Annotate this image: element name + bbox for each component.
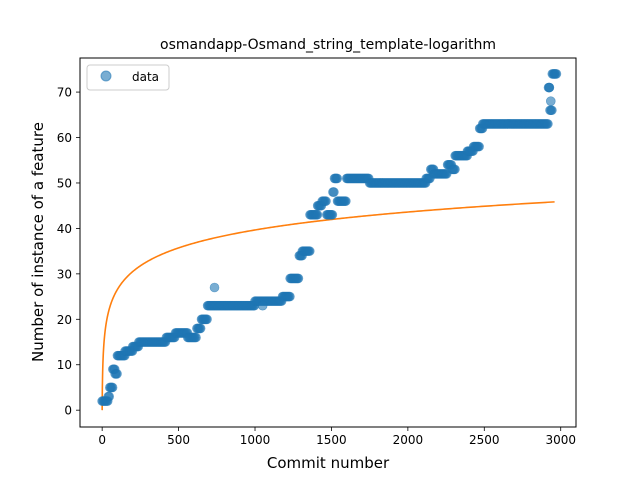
data-point	[304, 246, 315, 256]
x-tick-label: 3000	[545, 433, 576, 447]
x-tick-label: 1000	[240, 433, 271, 447]
y-axis-label: Number of instance of a feature	[29, 122, 47, 362]
legend: data	[86, 64, 170, 91]
chart-title: osmandapp-Osmand_string_template-logarit…	[160, 37, 496, 53]
data-point	[543, 119, 553, 129]
data-point	[293, 273, 304, 284]
data-point	[112, 369, 122, 379]
y-tick-label: 20	[57, 313, 72, 327]
x-tick-label: 2000	[393, 433, 424, 447]
axes-frame	[79, 57, 577, 428]
data-point	[107, 382, 118, 393]
data-point	[547, 105, 557, 116]
y-tick-label: 60	[57, 131, 72, 145]
fit-curve	[101, 201, 555, 411]
data-point	[474, 141, 484, 152]
x-tick-label: 2500	[469, 433, 500, 447]
data-point	[312, 209, 323, 220]
data-point	[544, 82, 555, 93]
x-axis-label: Commit number	[267, 454, 390, 472]
plot-area	[97, 69, 562, 411]
y-tick-label: 40	[57, 222, 72, 236]
y-tick-label: 0	[64, 404, 72, 418]
data-point	[551, 69, 562, 79]
legend-marker-data	[100, 70, 112, 82]
x-tick-label: 0	[98, 433, 106, 447]
data-point	[209, 282, 220, 293]
data-point	[545, 96, 556, 106]
data-point	[285, 291, 295, 302]
scatter-series	[97, 69, 562, 406]
x-tick-label: 500	[167, 433, 190, 447]
y-tick-label: 30	[57, 267, 72, 281]
data-point	[329, 187, 339, 197]
legend-label-data: data	[132, 70, 159, 84]
fit-line-series	[101, 201, 555, 411]
data-point	[257, 300, 268, 311]
data-point	[321, 196, 331, 206]
y-tick-label: 10	[57, 358, 72, 372]
x-tick-label: 1500	[316, 433, 347, 447]
data-point	[341, 196, 351, 206]
x-axis-ticks: 0 500 1000 1500 2000 2500 3000	[98, 427, 576, 447]
data-point	[191, 332, 201, 343]
data-point	[104, 391, 114, 402]
y-axis-ticks: 0 10 20 30 40 50 60 70	[57, 86, 80, 418]
y-tick-label: 50	[57, 176, 72, 190]
data-point	[450, 164, 460, 175]
data-point	[195, 323, 206, 334]
data-point	[202, 314, 212, 325]
data-point	[332, 173, 343, 184]
y-tick-label: 70	[57, 86, 72, 100]
data-point	[327, 209, 338, 220]
